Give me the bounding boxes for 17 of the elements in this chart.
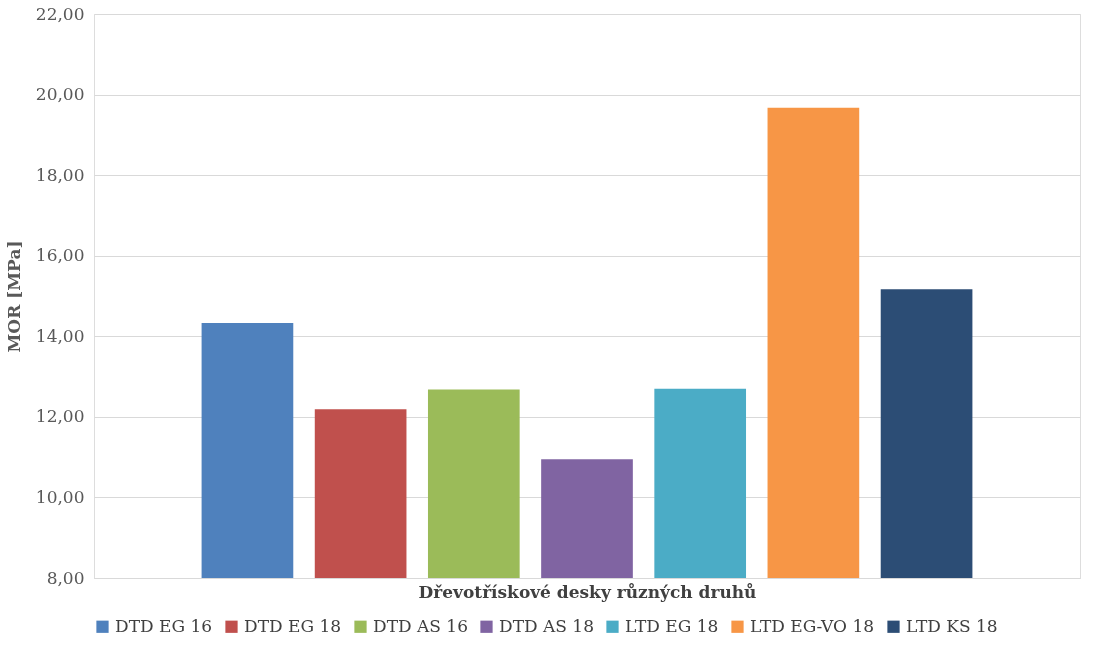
y-tick-label: 20,00: [35, 84, 85, 105]
legend-label: DTD AS 18: [499, 615, 594, 636]
legend-label: LTD KS 18: [906, 615, 998, 636]
legend-label: DTD EG 18: [244, 615, 342, 636]
legend-label: DTD AS 16: [373, 615, 468, 636]
legend-label: LTD EG 18: [625, 615, 719, 636]
y-tick-label: 14,00: [35, 325, 85, 346]
y-tick-label: 10,00: [35, 486, 85, 507]
y-tick-label: 22,00: [35, 3, 85, 24]
y-tick-label: 12,00: [35, 406, 85, 427]
y-tick-label: 18,00: [35, 164, 85, 185]
x-axis-title: Dřevotřískové desky různých druhů: [418, 581, 757, 602]
y-axis-title: MOR [MPa]: [3, 240, 24, 353]
y-tick-label: 16,00: [35, 245, 85, 266]
y-tick-label: 8,00: [46, 567, 85, 588]
legend-label: DTD EG 16: [115, 615, 213, 636]
legend-label: LTD EG-VO 18: [750, 615, 875, 636]
